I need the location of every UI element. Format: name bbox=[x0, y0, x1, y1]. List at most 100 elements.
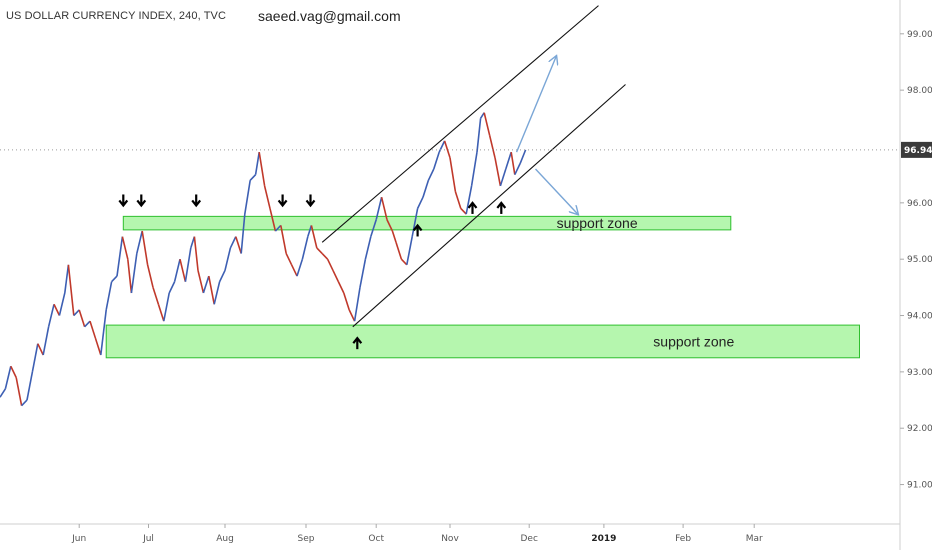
author-email: saeed.vag@gmail.com bbox=[258, 8, 401, 24]
price-segment bbox=[127, 259, 133, 294]
price-segment bbox=[269, 208, 277, 232]
price-segment bbox=[26, 371, 34, 401]
projection-arrow bbox=[515, 56, 557, 153]
price-segment bbox=[105, 281, 113, 311]
price-segment bbox=[224, 247, 232, 271]
price-segment bbox=[229, 236, 237, 249]
price-segment bbox=[395, 242, 403, 260]
price-segment bbox=[290, 264, 298, 277]
y-tick-label: 95.00 bbox=[907, 255, 932, 265]
price-series bbox=[0, 112, 527, 407]
price-segment bbox=[510, 152, 516, 175]
arrow-head bbox=[467, 201, 478, 209]
price-segment bbox=[78, 309, 86, 328]
price-segment bbox=[208, 275, 215, 305]
price-segment bbox=[10, 365, 17, 378]
up-marker-icon bbox=[352, 336, 363, 350]
price-segment bbox=[359, 259, 367, 288]
price-segment bbox=[519, 149, 527, 164]
up-marker-icon bbox=[496, 201, 507, 214]
price-segment bbox=[235, 236, 242, 254]
x-tick-label: 2019 bbox=[591, 534, 616, 544]
price-segment bbox=[391, 230, 397, 243]
support-zone-rect bbox=[105, 324, 860, 359]
price-segment bbox=[460, 207, 467, 215]
price-segment bbox=[470, 152, 478, 187]
y-tick-label: 99.00 bbox=[907, 30, 932, 40]
pivot-markers bbox=[118, 194, 507, 350]
price-segment bbox=[280, 225, 287, 254]
price-segment bbox=[37, 343, 44, 356]
price-segment bbox=[202, 275, 210, 294]
down-marker-icon bbox=[277, 194, 288, 208]
price-segment bbox=[375, 197, 383, 220]
y-tick-label: 91.00 bbox=[907, 481, 932, 491]
support-zone-label: support zone bbox=[557, 215, 638, 231]
x-tick-label: Dec bbox=[520, 534, 537, 544]
price-segment bbox=[301, 236, 309, 260]
price-segment bbox=[73, 309, 80, 317]
price-segment bbox=[427, 168, 435, 181]
price-segment bbox=[353, 287, 361, 322]
x-tick-label: Mar bbox=[746, 534, 763, 544]
price-segment bbox=[433, 151, 440, 170]
price-segment bbox=[173, 258, 181, 282]
price-segment bbox=[249, 174, 257, 181]
price-segment bbox=[47, 304, 55, 327]
price-segment bbox=[499, 168, 507, 187]
price-segment bbox=[494, 157, 502, 187]
price-segment bbox=[310, 225, 318, 249]
projection-arrows bbox=[515, 56, 578, 214]
price-segment bbox=[337, 281, 345, 294]
price-segment bbox=[514, 163, 521, 176]
price-segment bbox=[67, 264, 75, 316]
price-segment bbox=[348, 309, 356, 322]
down-marker-icon bbox=[118, 194, 129, 208]
support-zone-rect bbox=[122, 215, 732, 231]
y-tick-label: 92.00 bbox=[907, 424, 932, 434]
price-segment bbox=[184, 247, 192, 282]
price-segment bbox=[42, 326, 50, 356]
last-price-tag bbox=[901, 141, 932, 158]
x-tick-label: Jul bbox=[142, 534, 154, 544]
price-segment bbox=[213, 281, 221, 305]
price-segment bbox=[116, 236, 124, 277]
price-segment bbox=[240, 214, 246, 254]
price-segment bbox=[443, 140, 451, 159]
price-segment bbox=[15, 377, 23, 406]
price-segment bbox=[505, 151, 512, 170]
price-segment bbox=[411, 208, 419, 237]
arrow-head bbox=[305, 199, 316, 208]
price-segment bbox=[84, 320, 91, 328]
price-segment bbox=[0, 388, 7, 398]
price-segment bbox=[218, 270, 226, 283]
up-marker-icon bbox=[467, 201, 478, 214]
price-segment bbox=[121, 236, 129, 260]
y-tick-label: 93.00 bbox=[907, 368, 932, 378]
price-segment bbox=[400, 258, 408, 266]
x-tick-label: Oct bbox=[368, 534, 384, 544]
x-tick-label: Jun bbox=[71, 534, 86, 544]
price-segment bbox=[307, 225, 313, 237]
price-segment bbox=[157, 304, 165, 322]
x-tick-label: Sep bbox=[298, 534, 315, 544]
price-segment bbox=[136, 230, 143, 254]
arrow-head bbox=[191, 199, 202, 208]
price-segment bbox=[263, 185, 271, 209]
price-segment bbox=[94, 337, 102, 356]
price-segment bbox=[416, 196, 424, 209]
price-segment bbox=[4, 366, 12, 389]
price-segment bbox=[53, 303, 61, 316]
x-tick-label: Feb bbox=[675, 534, 691, 544]
price-segment bbox=[197, 270, 205, 294]
down-marker-icon bbox=[191, 194, 202, 208]
price-segment bbox=[31, 343, 39, 373]
price-segment bbox=[193, 236, 199, 271]
x-tick-label: Nov bbox=[441, 534, 459, 544]
price-segment bbox=[332, 270, 340, 283]
price-segment bbox=[438, 140, 446, 153]
price-segment bbox=[449, 157, 457, 192]
